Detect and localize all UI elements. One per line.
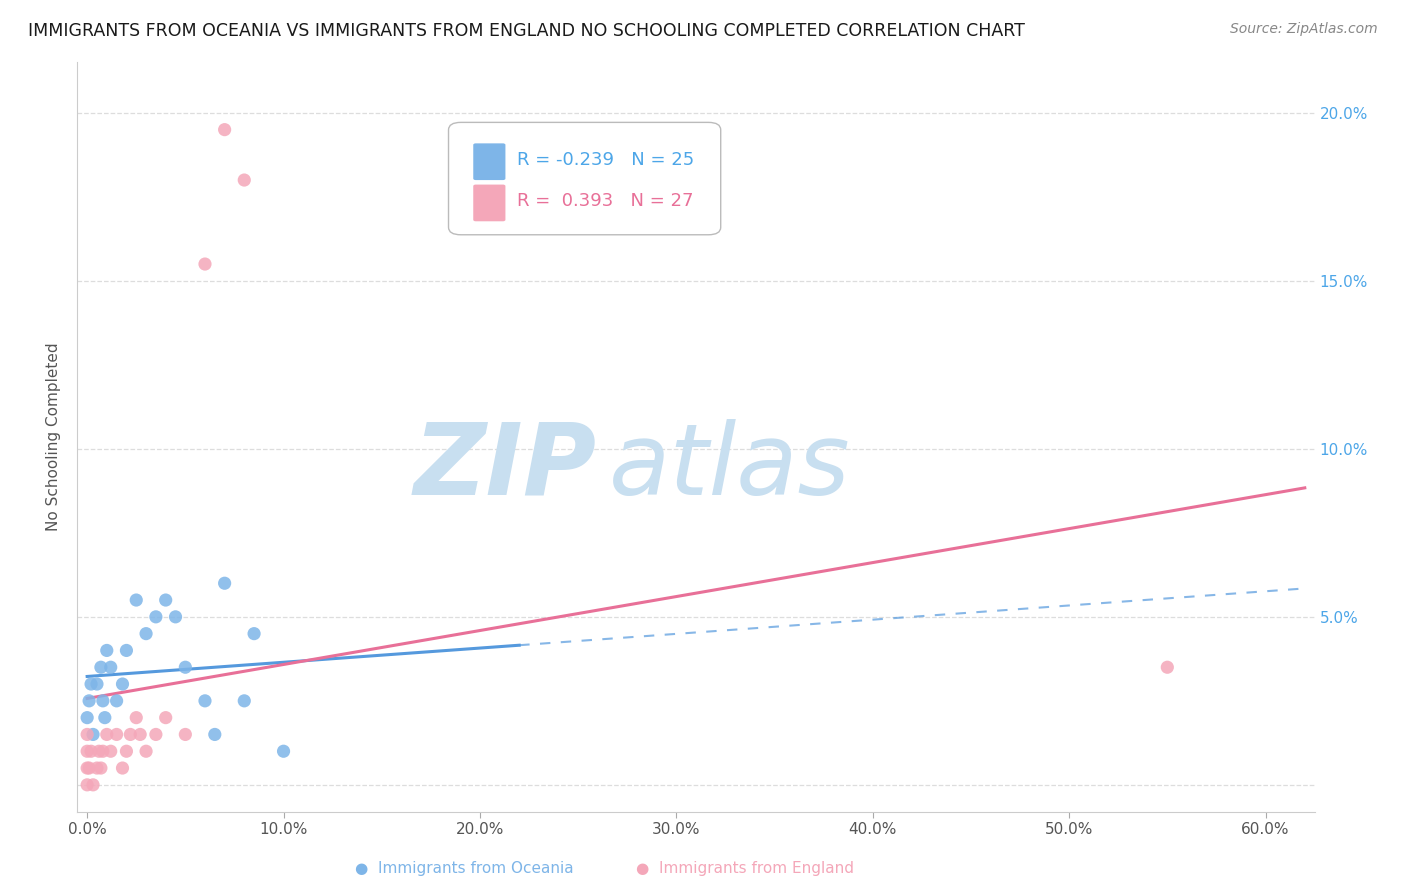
Point — [145, 610, 167, 624]
Point — [77, 761, 100, 775]
FancyBboxPatch shape — [449, 122, 721, 235]
Point — [82, 778, 104, 792]
Point — [233, 694, 256, 708]
Point — [243, 626, 266, 640]
Point — [214, 576, 236, 591]
Point — [80, 677, 103, 691]
Point — [135, 626, 157, 640]
Point — [125, 593, 148, 607]
Point — [204, 727, 226, 741]
Point — [105, 694, 128, 708]
Point — [233, 173, 256, 187]
Point — [76, 744, 98, 758]
Point — [145, 727, 167, 741]
Text: IMMIGRANTS FROM OCEANIA VS IMMIGRANTS FROM ENGLAND NO SCHOOLING COMPLETED CORREL: IMMIGRANTS FROM OCEANIA VS IMMIGRANTS FR… — [28, 22, 1025, 40]
Point — [82, 727, 104, 741]
Point — [155, 593, 177, 607]
Point — [194, 694, 217, 708]
Y-axis label: No Schooling Completed: No Schooling Completed — [46, 343, 62, 532]
Text: R = -0.239   N = 25: R = -0.239 N = 25 — [516, 151, 693, 169]
Point — [90, 660, 112, 674]
Point — [129, 727, 152, 741]
Point — [87, 744, 110, 758]
Point — [77, 694, 100, 708]
Point — [80, 744, 103, 758]
Point — [94, 711, 117, 725]
Point — [90, 761, 112, 775]
Point — [115, 744, 138, 758]
Point — [96, 643, 118, 657]
Point — [194, 257, 217, 271]
Point — [135, 744, 157, 758]
Point — [120, 727, 142, 741]
Point — [125, 711, 148, 725]
Point — [111, 677, 134, 691]
Point — [115, 643, 138, 657]
Point — [100, 744, 122, 758]
Point — [155, 711, 177, 725]
Point — [91, 744, 114, 758]
Point — [100, 660, 122, 674]
Point — [174, 660, 197, 674]
Point — [76, 727, 98, 741]
Point — [1156, 660, 1178, 674]
Text: R =  0.393   N = 27: R = 0.393 N = 27 — [516, 192, 693, 210]
Point — [105, 727, 128, 741]
Text: Source: ZipAtlas.com: Source: ZipAtlas.com — [1230, 22, 1378, 37]
Point — [76, 778, 98, 792]
Text: ●  Immigrants from England: ● Immigrants from England — [636, 861, 855, 876]
Point — [86, 761, 108, 775]
Point — [111, 761, 134, 775]
Point — [76, 711, 98, 725]
Point — [174, 727, 197, 741]
FancyBboxPatch shape — [474, 144, 505, 180]
Point — [214, 122, 236, 136]
Text: ●  Immigrants from Oceania: ● Immigrants from Oceania — [354, 861, 574, 876]
Point — [273, 744, 295, 758]
Text: atlas: atlas — [609, 418, 851, 516]
Point — [86, 677, 108, 691]
Point — [91, 694, 114, 708]
FancyBboxPatch shape — [474, 185, 505, 221]
Point — [165, 610, 187, 624]
Point — [76, 761, 98, 775]
Point — [96, 727, 118, 741]
Text: ZIP: ZIP — [413, 418, 598, 516]
